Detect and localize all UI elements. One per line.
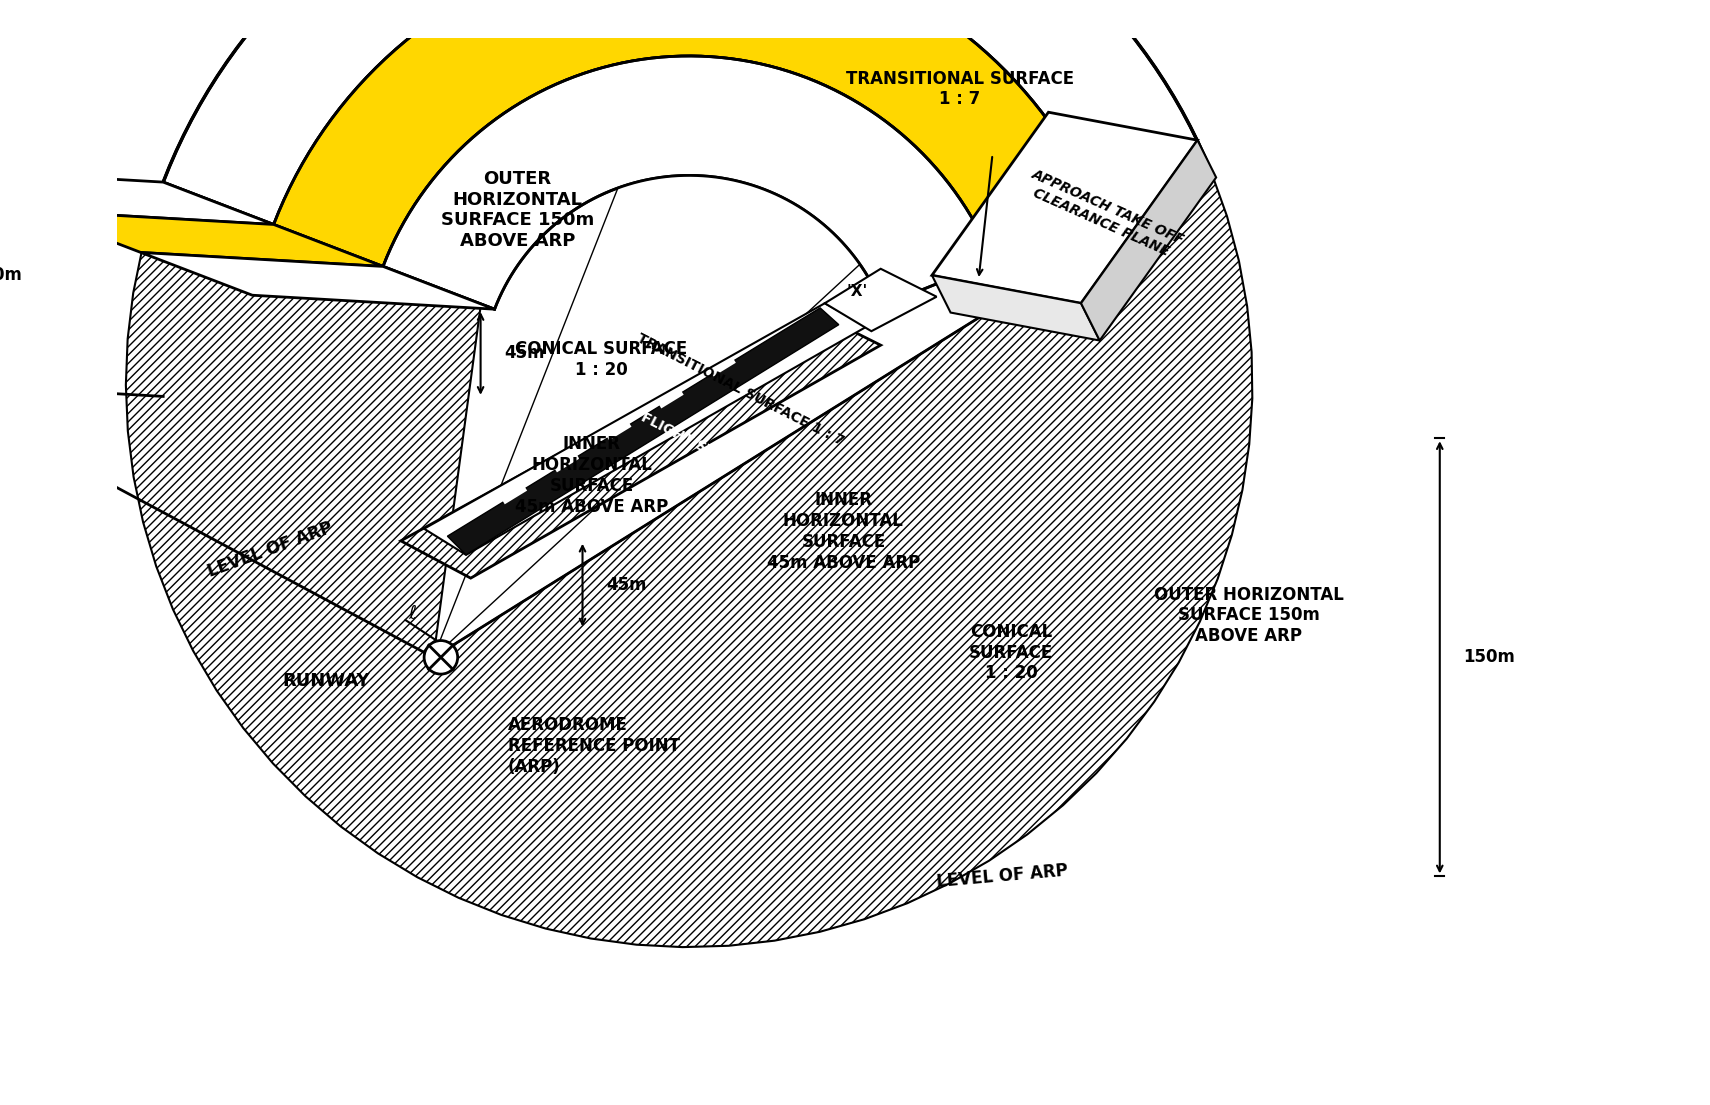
Text: LEVEL OF ARP: LEVEL OF ARP [205, 519, 335, 581]
Text: RUNWAY: RUNWAY [282, 672, 369, 690]
Text: CONICAL SURFACE
1 : 20: CONICAL SURFACE 1 : 20 [515, 339, 687, 379]
Text: OUTER HORIZONTAL
SURFACE 150m
ABOVE ARP: OUTER HORIZONTAL SURFACE 150m ABOVE ARP [1154, 586, 1344, 645]
Polygon shape [31, 210, 383, 266]
Polygon shape [433, 176, 860, 657]
Text: 45m: 45m [504, 345, 544, 362]
Text: INNER
HORIZONTAL
SURFACE
45m ABOVE ARP: INNER HORIZONTAL SURFACE 45m ABOVE ARP [515, 435, 669, 516]
Text: INNER
HORIZONTAL
SURFACE
45m ABOVE ARP: INNER HORIZONTAL SURFACE 45m ABOVE ARP [766, 492, 920, 571]
Text: LEVEL OF ARP: LEVEL OF ARP [935, 862, 1069, 891]
Circle shape [424, 641, 458, 674]
Polygon shape [140, 252, 494, 309]
Polygon shape [824, 269, 937, 332]
Text: 45m: 45m [605, 576, 646, 594]
Polygon shape [274, 0, 1101, 266]
Text: ℓ: ℓ [409, 604, 416, 623]
Polygon shape [448, 308, 840, 555]
Polygon shape [162, 0, 1211, 224]
Text: APPROACH TAKE OFF
CLEARANCE PLANE: APPROACH TAKE OFF CLEARANCE PLANE [1023, 167, 1187, 262]
Polygon shape [127, 0, 1252, 947]
Text: OUTER
HORIZONTAL
SURFACE 150m
ABOVE ARP: OUTER HORIZONTAL SURFACE 150m ABOVE ARP [441, 170, 593, 250]
Polygon shape [0, 168, 274, 224]
Text: AERODROME
REFERENCE POINT
(ARP): AERODROME REFERENCE POINT (ARP) [508, 716, 681, 776]
Polygon shape [400, 313, 881, 578]
Polygon shape [0, 168, 31, 424]
Polygon shape [424, 303, 867, 555]
Polygon shape [932, 275, 1100, 340]
Polygon shape [1081, 140, 1216, 340]
Text: 150m: 150m [0, 266, 22, 284]
Text: 'X': 'X' [846, 284, 869, 298]
Text: TRANSITIONAL SURFACE 1 : 7: TRANSITIONAL SURFACE 1 : 7 [634, 332, 846, 449]
Polygon shape [932, 113, 1197, 303]
Text: 150m: 150m [1464, 649, 1515, 666]
Polygon shape [383, 56, 994, 309]
Text: CONICAL
SURFACE
1 : 20: CONICAL SURFACE 1 : 20 [970, 623, 1053, 683]
Text: TRANSITIONAL SURFACE
1 : 7: TRANSITIONAL SURFACE 1 : 7 [846, 70, 1074, 108]
Text: FLIGHT STRIP: FLIGHT STRIP [640, 410, 740, 471]
